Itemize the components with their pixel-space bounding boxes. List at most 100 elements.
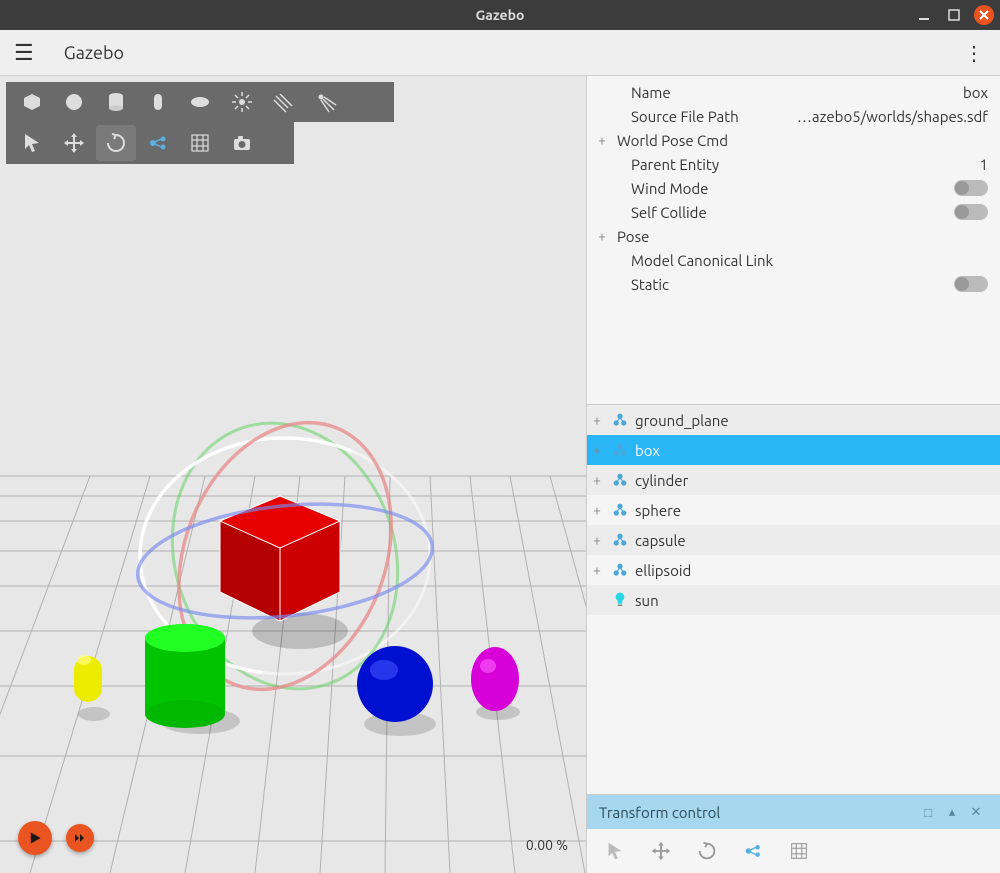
model-icon — [609, 561, 631, 579]
link-tool-button[interactable] — [138, 125, 178, 161]
property-row: Wind Mode — [587, 176, 1000, 200]
progress-label: 0.00 % — [526, 837, 568, 853]
properties-panel: NameboxSource File Path…azebo5/worlds/sh… — [587, 76, 1000, 304]
model-icon — [609, 471, 631, 489]
model-icon — [609, 501, 631, 519]
transform-collapse-button[interactable]: ▴ — [940, 805, 964, 820]
property-row: Self Collide — [587, 200, 1000, 224]
expand-icon[interactable]: + — [593, 562, 609, 578]
insert-point-light-button[interactable] — [222, 84, 262, 120]
property-toggle[interactable] — [954, 276, 988, 292]
property-row: Model Canonical Link — [587, 248, 1000, 272]
property-label: Static — [611, 276, 954, 293]
property-row: Namebox — [587, 80, 1000, 104]
expand-icon[interactable]: + — [593, 442, 609, 458]
move-tool-button[interactable] — [54, 125, 94, 161]
scene-canvas — [0, 76, 586, 873]
property-row[interactable]: +World Pose Cmd — [587, 128, 1000, 152]
expand-icon[interactable]: + — [593, 502, 609, 518]
select-tool-button[interactable] — [12, 125, 52, 161]
step-button[interactable] — [66, 824, 94, 852]
transform-link-button[interactable] — [733, 833, 773, 869]
insert-ellipsoid-button[interactable] — [180, 84, 220, 120]
expand-icon[interactable]: + — [593, 132, 611, 148]
property-toggle[interactable] — [954, 204, 988, 220]
ellipsoid-shape[interactable] — [471, 647, 519, 711]
property-value: …azebo5/worlds/shapes.sdf — [797, 108, 988, 125]
maximize-button[interactable] — [944, 5, 964, 25]
expand-icon[interactable]: + — [593, 228, 611, 244]
property-row: Source File Path…azebo5/worlds/shapes.sd… — [587, 104, 1000, 128]
window-titlebar: Gazebo — [0, 0, 1000, 30]
play-button[interactable] — [18, 821, 52, 855]
property-label: Wind Mode — [611, 180, 954, 197]
rotate-tool-button[interactable] — [96, 125, 136, 161]
property-label: Parent Entity — [611, 156, 980, 173]
transform-select-button[interactable] — [595, 833, 635, 869]
shapes-toolbar — [6, 82, 394, 122]
tree-item-box[interactable]: + box — [587, 435, 1000, 465]
insert-cylinder-button[interactable] — [96, 84, 136, 120]
tree-item-label: ground_plane — [631, 412, 729, 429]
property-toggle[interactable] — [954, 180, 988, 196]
hamburger-icon[interactable]: ☰ — [14, 40, 34, 66]
transform-rotate-button[interactable] — [687, 833, 727, 869]
transform-close-button[interactable]: ✕ — [964, 805, 988, 820]
tree-item-sphere[interactable]: + sphere — [587, 495, 1000, 525]
tree-item-label: box — [631, 442, 660, 459]
insert-capsule-button[interactable] — [138, 84, 178, 120]
cylinder-shape[interactable] — [145, 624, 225, 728]
viewport-3d[interactable]: 0.00 % — [0, 76, 586, 873]
capsule-shape[interactable] — [74, 655, 102, 702]
transform-panel-title: Transform control — [599, 804, 916, 821]
transform-toolbar — [6, 122, 294, 164]
insert-sphere-button[interactable] — [54, 84, 94, 120]
property-row[interactable]: +Pose — [587, 224, 1000, 248]
box-shape[interactable] — [220, 496, 340, 621]
minimize-button[interactable] — [914, 5, 934, 25]
transform-move-button[interactable] — [641, 833, 681, 869]
insert-box-button[interactable] — [12, 84, 52, 120]
insert-spot-light-button[interactable] — [306, 84, 346, 120]
tree-item-ground_plane[interactable]: + ground_plane — [587, 405, 1000, 435]
menubar: ☰ Gazebo ⋮ — [0, 30, 1000, 76]
sidebar: NameboxSource File Path…azebo5/worlds/sh… — [586, 76, 1000, 873]
property-label: World Pose Cmd — [611, 132, 988, 149]
transform-control-panel: Transform control □ ▴ ✕ — [587, 794, 1000, 873]
property-label: Source File Path — [611, 108, 797, 125]
entity-tree: + ground_plane + box + cylinder + sphere + capsul… — [587, 404, 1000, 794]
tree-item-label: sphere — [631, 502, 681, 519]
model-icon — [609, 411, 631, 429]
camera-tool-button[interactable] — [222, 125, 262, 161]
property-label: Model Canonical Link — [611, 252, 988, 269]
property-row: Static — [587, 272, 1000, 296]
transform-dock-button[interactable]: □ — [916, 805, 940, 820]
model-icon — [609, 441, 631, 459]
expand-icon[interactable]: + — [593, 472, 609, 488]
sphere-shape[interactable] — [357, 646, 433, 722]
model-icon — [609, 531, 631, 549]
property-label: Pose — [611, 228, 988, 245]
expand-icon[interactable]: + — [593, 532, 609, 548]
tree-item-label: capsule — [631, 532, 686, 549]
property-label: Self Collide — [611, 204, 954, 221]
insert-dir-light-button[interactable] — [264, 84, 304, 120]
property-label: Name — [611, 84, 963, 101]
tree-item-label: ellipsoid — [631, 562, 691, 579]
transform-tools-row — [587, 829, 1000, 873]
playback-controls — [18, 821, 94, 855]
kebab-menu-icon[interactable]: ⋮ — [964, 41, 984, 65]
light-icon — [609, 591, 631, 609]
transform-grid-button[interactable] — [779, 833, 819, 869]
tree-item-capsule[interactable]: + capsule — [587, 525, 1000, 555]
tree-item-ellipsoid[interactable]: + ellipsoid — [587, 555, 1000, 585]
close-button[interactable] — [974, 5, 994, 25]
capsule-shadow — [78, 707, 110, 721]
tree-item-cylinder[interactable]: + cylinder — [587, 465, 1000, 495]
property-row: Parent Entity1 — [587, 152, 1000, 176]
tree-item-label: cylinder — [631, 472, 688, 489]
property-value: box — [963, 84, 988, 101]
expand-icon[interactable]: + — [593, 412, 609, 428]
tree-item-sun[interactable]: sun — [587, 585, 1000, 615]
grid-tool-button[interactable] — [180, 125, 220, 161]
